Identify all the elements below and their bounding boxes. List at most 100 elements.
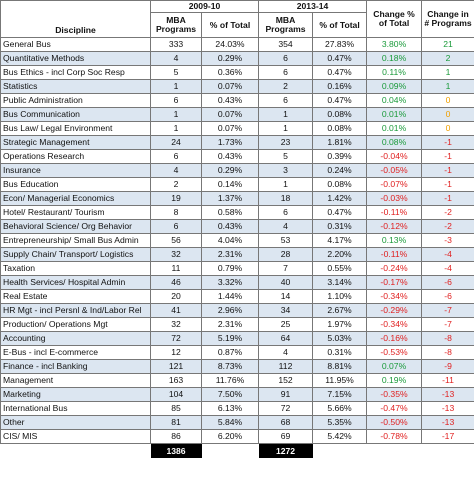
pct-total-cell: 2.31% xyxy=(200,317,260,332)
discipline-cell: Supply Chain/ Transport/ Logistics xyxy=(0,247,151,262)
pct-total-cell: 0.79% xyxy=(200,261,260,276)
table-row: Management 163 11.76% 152 11.95% 0.19% -11 xyxy=(0,373,474,388)
pct-total-cell: 0.47% xyxy=(312,51,368,66)
table-row: HR Mgt - incl Persnl & Ind/Labor Rel 41 2.… xyxy=(0,303,474,318)
change-num-cell: -9 xyxy=(421,359,474,374)
pct-total-cell: 0.24% xyxy=(312,163,368,178)
discipline-cell: Production/ Operations Mgt xyxy=(0,317,151,332)
change-num-cell: -13 xyxy=(421,387,474,402)
discipline-cell: Operations Research xyxy=(0,149,151,164)
empty-cell xyxy=(312,443,367,458)
pct-total-cell: 27.83% xyxy=(312,37,368,52)
mba-programs-cell: 6 xyxy=(150,149,202,164)
mba-programs-cell: 46 xyxy=(150,275,202,290)
mba-programs-cell: 6 xyxy=(150,93,202,108)
pct-total-cell: 0.36% xyxy=(200,65,260,80)
mba-table: Discipline 2009-10 2013-14 Change % of T… xyxy=(0,0,474,458)
mba-programs-cell: 56 xyxy=(150,233,202,248)
change-pct-cell: -0.34% xyxy=(366,289,423,304)
change-pct-cell: -0.12% xyxy=(366,219,423,234)
table-row: Bus Communication 1 0.07% 1 0.08% 0.01% 0 xyxy=(0,107,474,122)
mba-programs-cell: 333 xyxy=(150,37,202,52)
change-pct-cell: -0.35% xyxy=(366,387,423,402)
change-pct-cell: 0.11% xyxy=(366,65,423,80)
mba-programs-cell: 6 xyxy=(258,65,314,80)
mba-programs-cell: 72 xyxy=(258,401,314,416)
change-num-cell: -17 xyxy=(421,429,474,444)
change-num-cell: -7 xyxy=(421,317,474,332)
header-sub: % of Total xyxy=(312,12,368,38)
change-num-cell: 1 xyxy=(421,79,474,94)
discipline-cell: Bus Education xyxy=(0,177,151,192)
change-num-cell: 1 xyxy=(421,65,474,80)
change-num-cell: -3 xyxy=(421,233,474,248)
change-num-cell: -8 xyxy=(421,331,474,346)
change-pct-cell: 0.13% xyxy=(366,233,423,248)
pct-total-cell: 24.03% xyxy=(200,37,260,52)
discipline-cell: Management xyxy=(0,373,151,388)
header-change-num: Change in # Programs xyxy=(421,0,474,38)
pct-total-cell: 0.07% xyxy=(200,107,260,122)
discipline-cell: Hotel/ Restaurant/ Tourism xyxy=(0,205,151,220)
change-num-cell: -13 xyxy=(421,401,474,416)
change-num-cell: -1 xyxy=(421,191,474,206)
discipline-cell: Statistics xyxy=(0,79,151,94)
mba-programs-cell: 72 xyxy=(150,331,202,346)
change-pct-cell: -0.24% xyxy=(366,261,423,276)
mba-programs-cell: 112 xyxy=(258,359,314,374)
mba-programs-cell: 4 xyxy=(150,51,202,66)
pct-total-cell: 0.55% xyxy=(312,261,368,276)
table-row: Hotel/ Restaurant/ Tourism 8 0.58% 6 0.47% -0… xyxy=(0,205,474,220)
change-pct-cell: 0.04% xyxy=(366,93,423,108)
table-totals: 1386 1272 xyxy=(0,443,474,458)
change-num-cell: -1 xyxy=(421,149,474,164)
change-num-cell: 21 xyxy=(421,37,474,52)
pct-total-cell: 5.19% xyxy=(200,331,260,346)
mba-programs-cell: 64 xyxy=(258,331,314,346)
change-num-cell: -2 xyxy=(421,205,474,220)
discipline-cell: Health Services/ Hospital Admin xyxy=(0,275,151,290)
pct-total-cell: 4.17% xyxy=(312,233,368,248)
table-header: Discipline 2009-10 2013-14 Change % of T… xyxy=(0,0,474,38)
pct-total-cell: 0.43% xyxy=(200,93,260,108)
table-row: Real Estate 20 1.44% 14 1.10% -0.34% -6 xyxy=(0,289,474,304)
table-row: Econ/ Managerial Economics 19 1.37% 18 1.42%… xyxy=(0,191,474,206)
discipline-cell: Accounting xyxy=(0,331,151,346)
pct-total-cell: 1.37% xyxy=(200,191,260,206)
mba-programs-cell: 34 xyxy=(258,303,314,318)
change-num-cell: 2 xyxy=(421,51,474,66)
mba-programs-cell: 28 xyxy=(258,247,314,262)
mba-programs-cell: 18 xyxy=(258,191,314,206)
change-pct-cell: 0.18% xyxy=(366,51,423,66)
change-pct-cell: -0.11% xyxy=(366,247,423,262)
pct-total-cell: 3.14% xyxy=(312,275,368,290)
table-row: International Bus 85 6.13% 72 5.66% -0.47% -13 xyxy=(0,401,474,416)
mba-programs-cell: 6 xyxy=(150,219,202,234)
discipline-cell: Marketing xyxy=(0,387,151,402)
pct-total-cell: 2.20% xyxy=(312,247,368,262)
pct-total-cell: 0.87% xyxy=(200,345,260,360)
mba-programs-cell: 6 xyxy=(258,205,314,220)
change-pct-cell: 0.01% xyxy=(366,121,423,136)
table-row: Bus Education 2 0.14% 1 0.08% -0.07% -1 xyxy=(0,177,474,192)
mba-programs-cell: 1 xyxy=(258,177,314,192)
mba-programs-cell: 1 xyxy=(150,79,202,94)
change-pct-cell: 3.80% xyxy=(366,37,423,52)
total-cell: 1272 xyxy=(258,443,313,458)
pct-total-cell: 0.47% xyxy=(312,65,368,80)
pct-total-cell: 4.04% xyxy=(200,233,260,248)
header-change-pct: Change % of Total xyxy=(366,0,423,38)
mba-programs-cell: 1 xyxy=(150,107,202,122)
mba-programs-cell: 25 xyxy=(258,317,314,332)
total-cell: 1386 xyxy=(150,443,202,458)
mba-programs-cell: 32 xyxy=(150,317,202,332)
mba-programs-cell: 1 xyxy=(258,107,314,122)
discipline-cell: Bus Communication xyxy=(0,107,151,122)
pct-total-cell: 8.73% xyxy=(200,359,260,374)
mba-programs-cell: 3 xyxy=(258,163,314,178)
change-num-cell: -13 xyxy=(421,415,474,430)
pct-total-cell: 5.42% xyxy=(312,429,368,444)
pct-total-cell: 7.50% xyxy=(200,387,260,402)
pct-total-cell: 5.35% xyxy=(312,415,368,430)
